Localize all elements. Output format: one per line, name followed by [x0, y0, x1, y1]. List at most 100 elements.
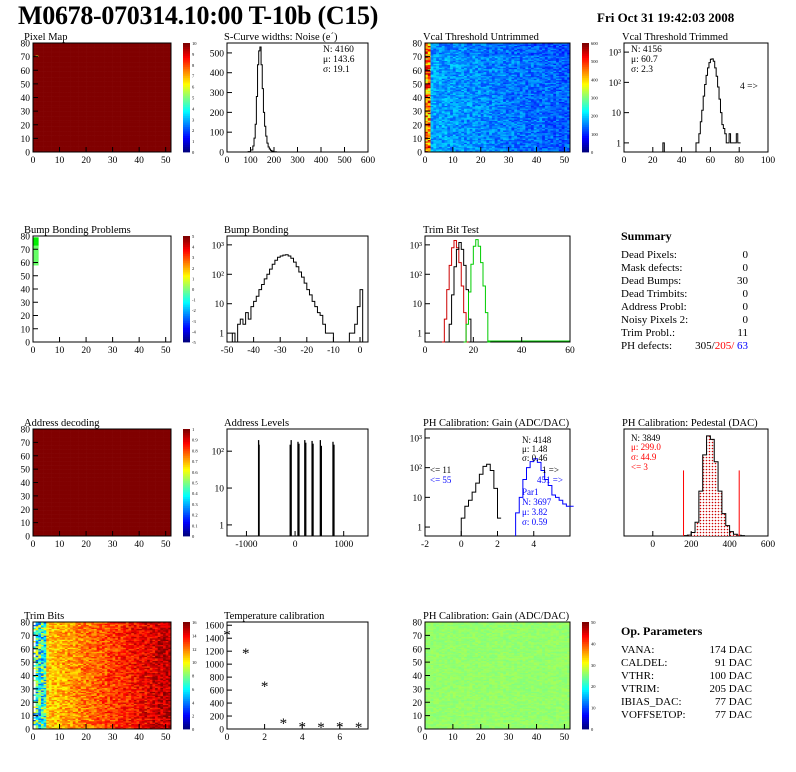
- heatmap-cell: [107, 105, 111, 108]
- heatmap-cell: [131, 102, 135, 105]
- heatmap-cell: [70, 52, 74, 55]
- heatmap-cell: [56, 57, 60, 60]
- heatmap-cell: [91, 100, 95, 102]
- heatmap-cell: [115, 56, 119, 59]
- heatmap-cell: [59, 139, 63, 142]
- heatmap-cell: [48, 115, 52, 117]
- heatmap-cell: [139, 90, 143, 93]
- heatmap-cell: [155, 43, 159, 45]
- heatmap-cell: [136, 49, 140, 52]
- heatmap-cell: [40, 108, 44, 111]
- heatmap-cell: [70, 48, 74, 51]
- heatmap-cell: [144, 123, 148, 126]
- heatmap-cell: [64, 117, 68, 120]
- heatmap-cell: [133, 108, 137, 111]
- heatmap-cell: [80, 48, 84, 51]
- heatmap-cell: [91, 92, 95, 94]
- heatmap-cell: [94, 130, 97, 132]
- heatmap-cell: [80, 108, 84, 111]
- heatmap-cell: [75, 72, 79, 75]
- heatmap-cell: [163, 90, 166, 93]
- heatmap-cell: [104, 62, 108, 64]
- heatmap-cell: [157, 130, 161, 132]
- color-scale-segment: [183, 61, 190, 64]
- heatmap-cell: [141, 57, 145, 60]
- heatmap-cell: [155, 142, 159, 145]
- heatmap-cell: [38, 63, 42, 66]
- heatmap-cell: [43, 123, 47, 126]
- heatmap-cell: [91, 93, 95, 96]
- heatmap-cell: [91, 48, 95, 51]
- heatmap-cell: [168, 52, 172, 55]
- color-scale-segment: [183, 150, 190, 153]
- heatmap-cell: [38, 52, 42, 55]
- heatmap-cell: [120, 57, 124, 60]
- heatmap-cell: [59, 108, 63, 111]
- heatmap-cell: [88, 120, 92, 123]
- heatmap-cell: [160, 87, 164, 90]
- heatmap-cell: [115, 67, 119, 70]
- heatmap-cell: [99, 83, 103, 86]
- heatmap-cell: [33, 137, 36, 139]
- heatmap-cell: [125, 127, 129, 130]
- heatmap-cell: [70, 119, 74, 121]
- heatmap-cell: [91, 70, 95, 72]
- heatmap-cell: [125, 108, 129, 111]
- heatmap-cell: [51, 92, 55, 94]
- heatmap-cell: [56, 127, 60, 130]
- heatmap-cell: [136, 100, 140, 102]
- heatmap-cell: [33, 113, 36, 116]
- heatmap-cell: [102, 74, 105, 76]
- heatmap-cell: [56, 55, 60, 57]
- heatmap-cell: [155, 124, 159, 127]
- heatmap-cell: [78, 117, 82, 120]
- heatmap-cell: [35, 67, 39, 70]
- heatmap-cell: [147, 55, 151, 57]
- heatmap-cell: [128, 137, 132, 139]
- heatmap-cell: [72, 43, 76, 45]
- heatmap-cell: [99, 141, 103, 143]
- heatmap-cell: [62, 141, 66, 143]
- heatmap-cell: [149, 126, 153, 128]
- heatmap-cell: [91, 68, 95, 71]
- heatmap-cell: [104, 55, 108, 57]
- heatmap-cell: [33, 93, 36, 96]
- heatmap-cell: [155, 147, 159, 150]
- heatmap-cell: [165, 137, 169, 139]
- heatmap-cell: [40, 44, 44, 47]
- heatmap-cell: [104, 138, 108, 141]
- heatmap-cell: [117, 78, 121, 81]
- heatmap-cell: [33, 100, 36, 102]
- heatmap-cell: [152, 119, 156, 121]
- heatmap-cell: [141, 123, 145, 126]
- heatmap-cell: [112, 145, 116, 147]
- heatmap-cell: [115, 138, 119, 141]
- heatmap-cell: [48, 102, 52, 105]
- heatmap-cell: [94, 66, 97, 68]
- heatmap-cell: [104, 128, 108, 131]
- heatmap-cell: [38, 67, 42, 70]
- heatmap-cell: [107, 67, 111, 70]
- heatmap-cell: [99, 70, 103, 72]
- heatmap-cell: [120, 44, 124, 47]
- heatmap-cell: [72, 124, 76, 127]
- heatmap-cell: [144, 70, 148, 72]
- heatmap-cell: [125, 85, 129, 87]
- heatmap-cell: [123, 66, 127, 68]
- heatmap-cell: [168, 57, 172, 60]
- heatmap-cell: [86, 55, 90, 57]
- heatmap-cell: [88, 52, 92, 55]
- heatmap-cell: [80, 123, 84, 126]
- heatmap-cell: [43, 78, 47, 81]
- heatmap-cell: [160, 53, 164, 56]
- heatmap-cell: [99, 149, 103, 151]
- heatmap-cell: [107, 122, 111, 124]
- heatmap-cell: [147, 104, 151, 106]
- heatmap-cell: [165, 70, 169, 72]
- heatmap-cell: [59, 51, 63, 53]
- heatmap-cell: [144, 105, 148, 108]
- heatmap-cell: [38, 85, 42, 87]
- heatmap-cell: [131, 52, 135, 55]
- heatmap-cell: [43, 70, 47, 72]
- heatmap-cell: [96, 67, 100, 70]
